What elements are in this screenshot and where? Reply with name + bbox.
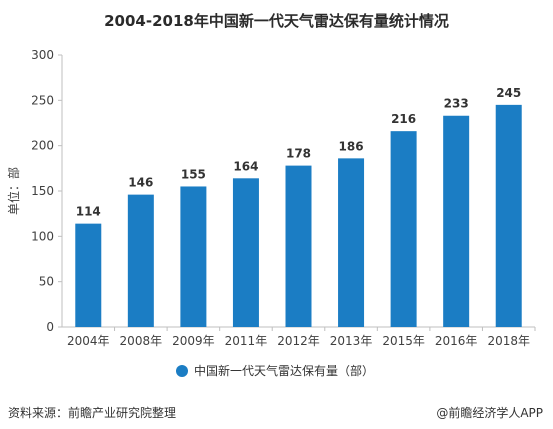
data-label: 155 <box>181 167 206 181</box>
y-tick-label: 250 <box>31 93 54 107</box>
source-note: 资料来源：前瞻产业研究院整理 <box>8 406 177 420</box>
chart-title: 2004-2018年中国新一代天气雷达保有量统计情况 <box>104 12 449 30</box>
x-tick-label: 2004年 <box>67 334 110 348</box>
x-tick-label: 2013年 <box>330 334 373 348</box>
bar <box>75 223 102 327</box>
x-tick-label: 2018年 <box>487 334 530 348</box>
data-label: 164 <box>233 159 258 173</box>
x-tick-label: 2016年 <box>435 334 478 348</box>
y-tick-label: 50 <box>39 275 54 289</box>
data-label: 146 <box>128 176 153 190</box>
y-tick-label: 100 <box>31 229 54 243</box>
x-tick-label: 2012年 <box>277 334 320 348</box>
y-tick-label: 150 <box>31 184 54 198</box>
y-axis-title: 单位：部 <box>6 167 21 215</box>
legend-label: 中国新一代天气雷达保有量（部） <box>194 363 374 378</box>
y-tick-label: 200 <box>31 139 54 153</box>
bar <box>232 178 259 327</box>
bar <box>443 115 470 327</box>
x-tick-label: 2009年 <box>172 334 215 348</box>
x-tick-label: 2011年 <box>225 334 268 348</box>
credit-note: @前瞻经济学人APP <box>436 406 543 420</box>
y-tick-label: 300 <box>31 48 54 62</box>
data-label: 216 <box>391 112 416 126</box>
legend-marker <box>176 365 188 377</box>
data-label: 114 <box>76 205 101 219</box>
data-label: 178 <box>286 147 311 161</box>
bar <box>390 131 417 327</box>
data-label: 245 <box>496 86 521 100</box>
data-label: 186 <box>339 139 364 153</box>
y-tick-label: 0 <box>46 320 54 334</box>
bar <box>127 194 154 327</box>
data-label: 233 <box>444 97 469 111</box>
bar <box>495 104 522 327</box>
bar <box>338 158 365 327</box>
x-tick-label: 2008年 <box>120 334 163 348</box>
x-tick-label: 2015年 <box>382 334 425 348</box>
bar <box>180 186 207 327</box>
bar <box>285 165 312 327</box>
